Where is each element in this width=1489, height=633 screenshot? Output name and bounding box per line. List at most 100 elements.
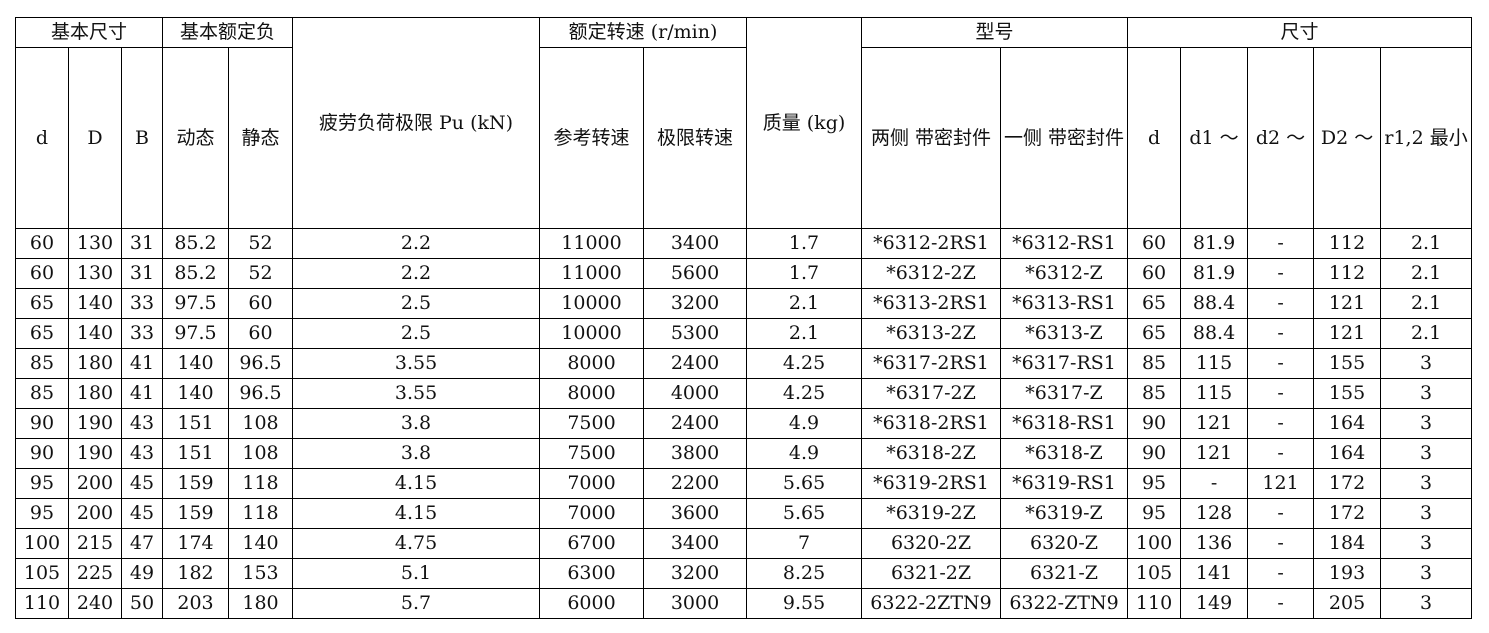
table-cell: 6321-2Z	[861, 558, 1002, 589]
table-cell: 174	[162, 528, 229, 559]
subheader-cell: D	[68, 47, 122, 229]
table-cell: 52	[227, 258, 294, 289]
table-cell: 155	[1313, 348, 1382, 379]
table-cell: *6317-2Z	[861, 378, 1002, 409]
table-cell: 2.1	[746, 318, 863, 349]
table-cell: 5.65	[746, 468, 863, 499]
table-cell: 2.2	[292, 228, 541, 259]
table-cell: 10000	[539, 318, 645, 349]
table-cell: 180	[68, 348, 122, 379]
table-cell: 45	[121, 498, 163, 529]
table-cell: 140	[162, 378, 229, 409]
table-row: 95 200 45 159 118 4.15 7000 3600 5.65 *6319-2Z *63…	[15, 498, 1473, 529]
table-cell: -	[1247, 408, 1315, 439]
table-cell: 3600	[643, 498, 748, 529]
table-cell: 3000	[643, 588, 748, 619]
table-cell: *6319-2Z	[861, 498, 1002, 529]
table-cell: 2.1	[1380, 318, 1473, 349]
table-cell: 11000	[539, 228, 645, 259]
table-cell: -	[1247, 558, 1315, 589]
table-cell: 31	[121, 228, 163, 259]
table-cell: 97.5	[162, 288, 229, 319]
table-cell: 2.2	[292, 258, 541, 289]
table-cell: 6320-Z	[1000, 528, 1129, 559]
table-cell: *6312-Z	[1000, 258, 1129, 289]
table-cell: 130	[68, 258, 122, 289]
table-cell: 90	[15, 438, 69, 469]
subheader-cell: 极限转速	[643, 47, 748, 229]
table-cell: 225	[68, 558, 122, 589]
table-cell: 110	[1127, 588, 1182, 619]
table-cell: 10000	[539, 288, 645, 319]
table-cell: 85.2	[162, 228, 229, 259]
table-cell: 155	[1313, 378, 1382, 409]
table-cell: *6312-2Z	[861, 258, 1002, 289]
table-cell: 141	[1180, 558, 1249, 589]
header-cell: 尺寸	[1127, 17, 1473, 48]
table-cell: -	[1247, 498, 1315, 529]
subheader-cell: D2 ～	[1313, 47, 1382, 229]
table-cell: 4000	[643, 378, 748, 409]
table-cell: 172	[1313, 468, 1382, 499]
table-cell: 33	[121, 288, 163, 319]
table-cell: 3.55	[292, 378, 541, 409]
subheader-cell: d2 ～	[1247, 47, 1315, 229]
table-cell: 11000	[539, 258, 645, 289]
table-cell: 159	[162, 498, 229, 529]
table-cell: 45	[121, 468, 163, 499]
table-cell: 1.7	[746, 258, 863, 289]
table-row: 60 130 31 85.2 52 2.2 11000 3400 1.7 *6312-2RS1 *6…	[15, 228, 1473, 259]
subheader-cell: d	[1127, 47, 1182, 229]
table-row: 65 140 33 97.5 60 2.5 10000 3200 2.1 *6313-2RS1 *6…	[15, 288, 1473, 319]
table-cell: 60	[1127, 258, 1182, 289]
table-cell: 88.4	[1180, 318, 1249, 349]
table-cell: 50	[121, 588, 163, 619]
table-cell: 112	[1313, 258, 1382, 289]
table-cell: 3	[1380, 588, 1473, 619]
table-cell: 190	[68, 438, 122, 469]
table-cell: 60	[227, 318, 294, 349]
table-row: 110 240 50 203 180 5.7 6000 3000 9.55 6322-2ZTN9 6…	[15, 588, 1473, 619]
table-cell: 81.9	[1180, 228, 1249, 259]
table-cell: *6313-Z	[1000, 318, 1129, 349]
table-cell: 203	[162, 588, 229, 619]
table-cell: 4.25	[746, 348, 863, 379]
subheader-cell: 静态	[227, 47, 294, 229]
table-cell: 2200	[643, 468, 748, 499]
table-cell: 60	[15, 228, 69, 259]
table-cell: 7000	[539, 498, 645, 529]
table-cell: *6312-2RS1	[861, 228, 1002, 259]
table-cell: 96.5	[227, 348, 294, 379]
table-cell: 121	[1313, 288, 1382, 319]
table-cell: -	[1247, 288, 1315, 319]
table-cell: 164	[1313, 408, 1382, 439]
table-cell: 151	[162, 408, 229, 439]
table-cell: 108	[227, 438, 294, 469]
table-cell: 140	[68, 288, 122, 319]
table-cell: 2400	[643, 348, 748, 379]
table-cell: 95	[1127, 468, 1182, 499]
table-cell: *6318-Z	[1000, 438, 1129, 469]
table-cell: 3400	[643, 228, 748, 259]
table-cell: 6320-2Z	[861, 528, 1002, 559]
table-cell: 43	[121, 408, 163, 439]
table-cell: 115	[1180, 378, 1249, 409]
table-cell: 140	[68, 318, 122, 349]
table-cell: 2.5	[292, 288, 541, 319]
table-cell: 3.8	[292, 438, 541, 469]
table-cell: 9.55	[746, 588, 863, 619]
table-cell: 215	[68, 528, 122, 559]
table-cell: 5.1	[292, 558, 541, 589]
table-cell: -	[1180, 468, 1249, 499]
table-cell: 43	[121, 438, 163, 469]
table-cell: 180	[68, 378, 122, 409]
table-row: 65 140 33 97.5 60 2.5 10000 5300 2.1 *6313-2Z *631…	[15, 318, 1473, 349]
table-cell: 2400	[643, 408, 748, 439]
table-cell: 4.75	[292, 528, 541, 559]
table-cell: 2.1	[1380, 288, 1473, 319]
subheader-cell: 动态	[162, 47, 229, 229]
subheader-cell: d	[15, 47, 69, 229]
header-cell: 基本尺寸	[15, 17, 163, 48]
table-cell: 205	[1313, 588, 1382, 619]
